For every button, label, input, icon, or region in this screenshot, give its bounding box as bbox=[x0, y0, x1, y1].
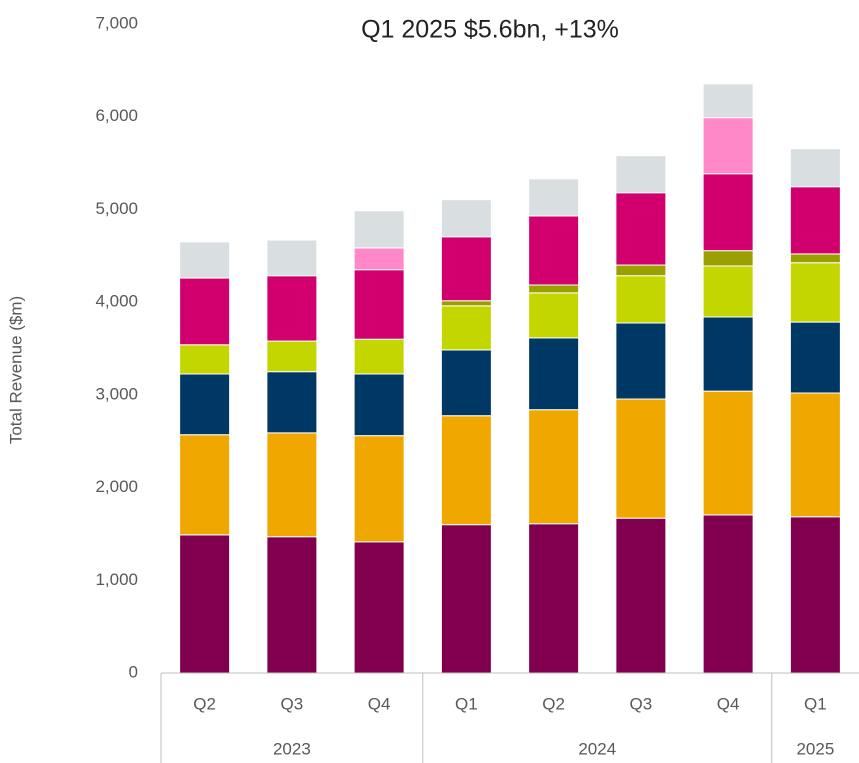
bar-segment bbox=[179, 434, 231, 536]
bar-segment bbox=[789, 516, 841, 674]
bar-segment bbox=[702, 390, 754, 516]
chart-subtitle: Q1 2025 $5.6bn, +13% bbox=[361, 16, 619, 44]
x-tick-label: Q1 bbox=[804, 694, 827, 713]
x-tick-label: Q3 bbox=[630, 694, 653, 713]
x-tick-label: Q2 bbox=[193, 694, 216, 713]
bar-segment bbox=[179, 277, 231, 346]
bar-segment bbox=[440, 524, 492, 674]
x-tick-label: Q3 bbox=[281, 694, 304, 713]
bar-segment bbox=[615, 275, 667, 324]
y-axis-label: Total Revenue ($m) bbox=[6, 296, 25, 444]
y-tick-label: 0 bbox=[129, 662, 138, 681]
y-tick-label: 6,000 bbox=[95, 106, 138, 125]
bar-segment bbox=[789, 262, 841, 323]
y-tick-label: 3,000 bbox=[95, 384, 138, 403]
bar-segment bbox=[266, 239, 318, 277]
x-tick-label: Q4 bbox=[368, 694, 391, 713]
x-group-label: 2025 bbox=[796, 739, 834, 758]
bar-segment bbox=[702, 514, 754, 674]
bar-segment bbox=[266, 371, 318, 434]
bar-segment bbox=[789, 392, 841, 518]
bar-segment bbox=[528, 292, 580, 339]
bar-segment bbox=[789, 148, 841, 188]
bar-segment bbox=[440, 199, 492, 238]
bar-segment bbox=[615, 322, 667, 400]
bar-segment bbox=[702, 83, 754, 119]
bar-segment bbox=[528, 337, 580, 411]
bar-segment bbox=[179, 241, 231, 279]
y-tick-label: 7,000 bbox=[95, 13, 138, 32]
bar-segment bbox=[266, 275, 318, 342]
bar-segment bbox=[528, 523, 580, 674]
bar-segment bbox=[440, 305, 492, 351]
bar-segment bbox=[528, 284, 580, 294]
bar-segment bbox=[266, 340, 318, 373]
bar-segment bbox=[615, 517, 667, 674]
bar-segment bbox=[440, 415, 492, 526]
y-tick-label: 5,000 bbox=[95, 199, 138, 218]
bar-segment bbox=[702, 117, 754, 175]
bar-segment bbox=[440, 236, 492, 302]
bar-segment bbox=[266, 536, 318, 674]
x-tick-label: Q1 bbox=[455, 694, 478, 713]
x-tick-label: Q4 bbox=[717, 694, 740, 713]
bar-segment bbox=[702, 265, 754, 318]
y-tick-label: 1,000 bbox=[95, 570, 138, 589]
bar-segment bbox=[615, 155, 667, 194]
bar-segment bbox=[528, 178, 580, 217]
x-tick-label: Q2 bbox=[542, 694, 565, 713]
bar-segment bbox=[353, 269, 405, 340]
bar-segment bbox=[353, 435, 405, 543]
bar-segment bbox=[179, 534, 231, 674]
bar-segment bbox=[702, 173, 754, 252]
bar-segment bbox=[440, 300, 492, 307]
bar-segment bbox=[789, 186, 841, 255]
x-group-label: 2024 bbox=[578, 739, 616, 758]
bar-segment bbox=[789, 321, 841, 394]
bar-segment bbox=[702, 316, 754, 392]
bar-segment bbox=[440, 349, 492, 417]
bar-segment bbox=[353, 338, 405, 375]
bar-segment bbox=[528, 409, 580, 525]
bar-segment bbox=[615, 264, 667, 277]
bar-segment bbox=[179, 344, 231, 375]
bar-segment bbox=[266, 432, 318, 538]
bar-segment bbox=[615, 192, 667, 266]
bar-segment bbox=[353, 541, 405, 674]
y-tick-label: 2,000 bbox=[95, 477, 138, 496]
y-tick-label: 4,000 bbox=[95, 292, 138, 311]
bar-segment bbox=[615, 398, 667, 519]
bar-segment bbox=[353, 210, 405, 249]
bar-segment bbox=[353, 247, 405, 271]
bar-segment bbox=[789, 253, 841, 264]
x-group-label: 2023 bbox=[273, 739, 311, 758]
bar-segment bbox=[702, 250, 754, 267]
bar-segment bbox=[353, 373, 405, 437]
bar-segment bbox=[528, 215, 580, 286]
bar-segment bbox=[179, 373, 231, 436]
